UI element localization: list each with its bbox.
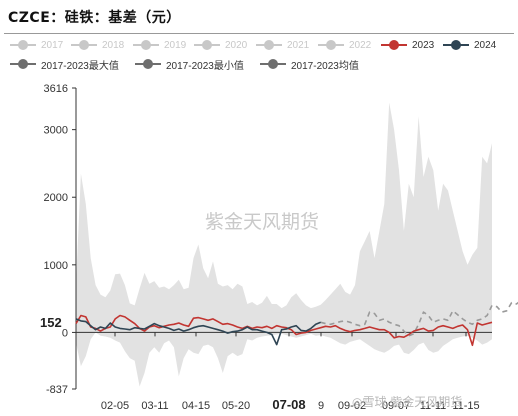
- legend-label: 2017-2023最小值: [166, 60, 244, 72]
- legend-marker-icon: [381, 39, 407, 51]
- y-tick-label: 3000: [44, 125, 68, 137]
- legend-item-min[interactable]: 2017-2023最小值: [135, 55, 244, 73]
- x-tick-label: 05-20: [222, 400, 250, 412]
- y-tick-label: 0: [62, 327, 68, 339]
- y-tick-label: 3616: [44, 83, 68, 95]
- legend-label: 2020: [225, 39, 248, 51]
- legend-item-2023[interactable]: 2023: [381, 36, 434, 54]
- series-line-2017-2023均值: [320, 301, 518, 337]
- legend-marker-icon: [318, 39, 344, 51]
- legend-marker-icon: [133, 39, 159, 51]
- legend-item-2024[interactable]: 2024: [443, 36, 496, 54]
- legend-marker-icon: [10, 58, 36, 70]
- chart-legend: 2017 2018 2019 2020 2021 2022 2023 2024 …: [0, 34, 518, 74]
- legend-item-2018[interactable]: 2018: [71, 36, 124, 54]
- min-max-band: [76, 102, 492, 387]
- legend-label: 2017-2023最大值: [41, 60, 119, 72]
- x-tick-label: 11-15: [452, 400, 479, 412]
- legend-label: 2024: [474, 39, 497, 51]
- legend-label: 2018: [102, 39, 125, 51]
- legend-label: 2023: [412, 39, 435, 51]
- legend-item-2017[interactable]: 2017: [10, 36, 63, 54]
- series-line-2024: [75, 318, 322, 346]
- y-tick-label: -837: [46, 384, 68, 396]
- legend-marker-icon: [443, 39, 469, 51]
- legend-item-mean[interactable]: 2017-2023均值: [260, 55, 359, 73]
- legend-item-2022[interactable]: 2022: [318, 36, 371, 54]
- legend-label: 2017: [41, 39, 64, 51]
- legend-label: 2022: [349, 39, 372, 51]
- highlight-y-label: 152: [40, 315, 62, 330]
- legend-marker-icon: [10, 39, 36, 51]
- x-tick-label: 09-07: [382, 400, 410, 412]
- legend-item-2019[interactable]: 2019: [133, 36, 186, 54]
- y-tick-label: 2000: [44, 192, 68, 204]
- x-tick-label: 11-11: [420, 400, 447, 412]
- legend-marker-icon: [260, 58, 286, 70]
- series-line-2023: [75, 314, 493, 347]
- title-divider: [4, 33, 514, 34]
- legend-item-2020[interactable]: 2020: [194, 36, 247, 54]
- y-tick-label: 1000: [44, 260, 68, 272]
- legend-marker-icon: [71, 39, 97, 51]
- chart-watermark: 紫金天风期货: [205, 211, 319, 233]
- x-tick-label: 04-15: [182, 400, 210, 412]
- x-tick-label: 9: [318, 400, 324, 412]
- legend-marker-icon: [135, 58, 161, 70]
- legend-marker-icon: [256, 39, 282, 51]
- x-tick-label: 09-02: [338, 400, 366, 412]
- legend-marker-icon: [194, 39, 220, 51]
- legend-label: 2017-2023均值: [291, 60, 359, 72]
- legend-item-2021[interactable]: 2021: [256, 36, 309, 54]
- legend-item-max[interactable]: 2017-2023最大值: [10, 55, 119, 73]
- footer-watermark: ◎雪球 紫金天风期货: [352, 395, 463, 409]
- legend-label: 2021: [287, 39, 310, 51]
- chart-title: CZCE：硅铁：基差（元）: [8, 10, 181, 26]
- legend-label: 2019: [164, 39, 187, 51]
- x-tick-label: 03-11: [141, 400, 168, 412]
- x-tick-label: 02-05: [101, 400, 129, 412]
- highlight-x-label: 07-08: [272, 397, 305, 412]
